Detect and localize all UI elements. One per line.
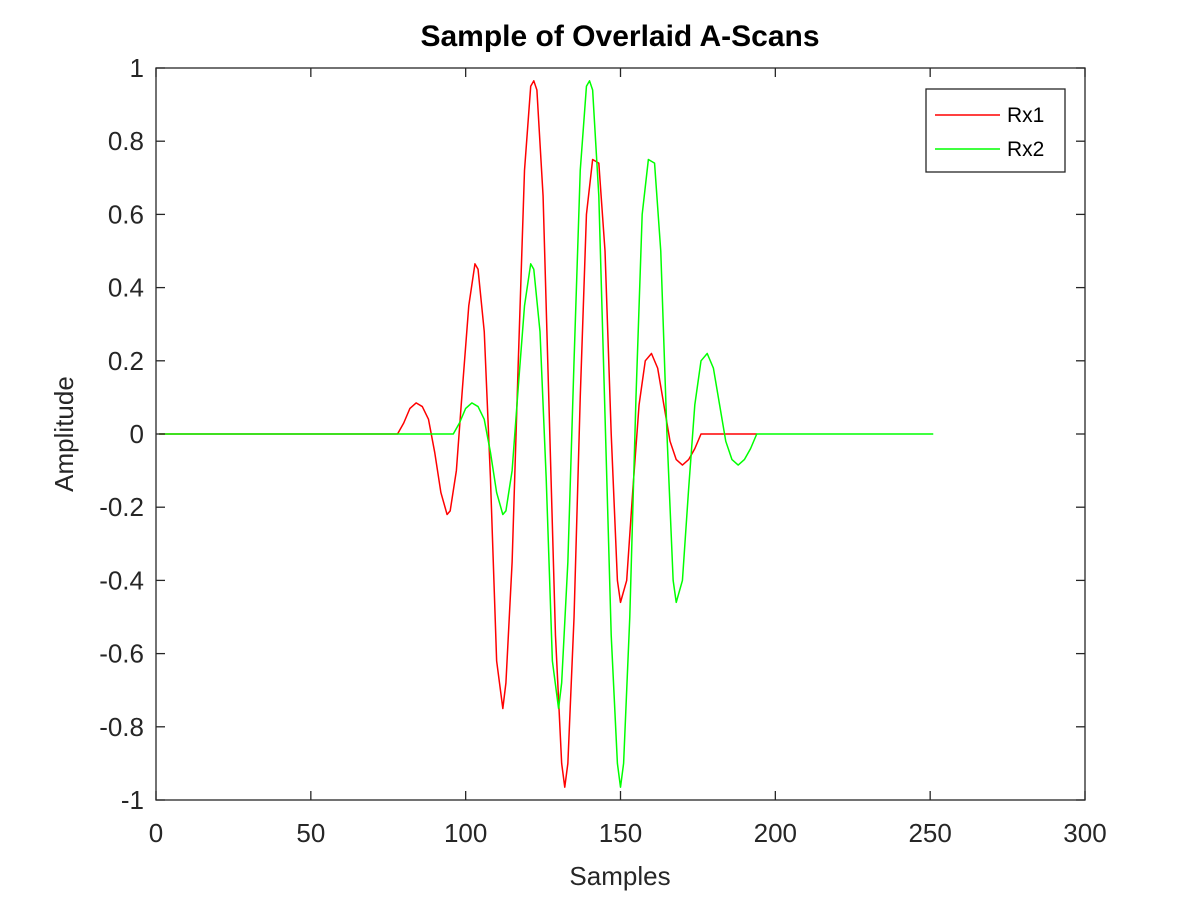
legend-label-rx1: Rx1	[1007, 104, 1044, 127]
x-tick-label: 200	[754, 818, 797, 848]
y-tick-label: -0.2	[99, 492, 144, 522]
x-axis-label: Samples	[569, 861, 670, 891]
x-tick-label: 300	[1063, 818, 1106, 848]
series-layer	[159, 80, 934, 788]
series-line-rx1	[159, 80, 757, 788]
y-tick-label: 0.4	[108, 273, 144, 303]
y-tick-label: -1	[121, 785, 144, 815]
x-tick-label: 150	[599, 818, 642, 848]
x-tick-label: 0	[149, 818, 163, 848]
y-tick-label: -0.4	[99, 565, 144, 595]
y-tick-label: 1	[130, 53, 144, 83]
x-tick-label: 250	[908, 818, 951, 848]
y-axis-label: Amplitude	[49, 376, 79, 492]
ticks-layer: 0 50 100 150 200 250 300 -1 -0.8 -0.6 -0.4 -0.2 0 0.2…	[99, 53, 1107, 848]
y-tick-label: -0.6	[99, 639, 144, 669]
y-tick-label: -0.8	[99, 712, 144, 742]
x-tick-label: 50	[296, 818, 325, 848]
legend: Rx1 Rx2	[925, 88, 1066, 173]
y-tick-label: 0.6	[108, 199, 144, 229]
chart-title: Sample of Overlaid A-Scans	[420, 20, 819, 53]
axes-box	[155, 67, 1086, 801]
legend-box	[925, 88, 1066, 173]
legend-label-rx2: Rx2	[1007, 138, 1044, 161]
y-tick-label: 0.8	[108, 126, 144, 156]
y-tick-label: 0	[130, 419, 144, 449]
series-line-rx2	[159, 80, 934, 788]
x-tick-label: 100	[444, 818, 487, 848]
y-tick-label: 0.2	[108, 346, 144, 376]
